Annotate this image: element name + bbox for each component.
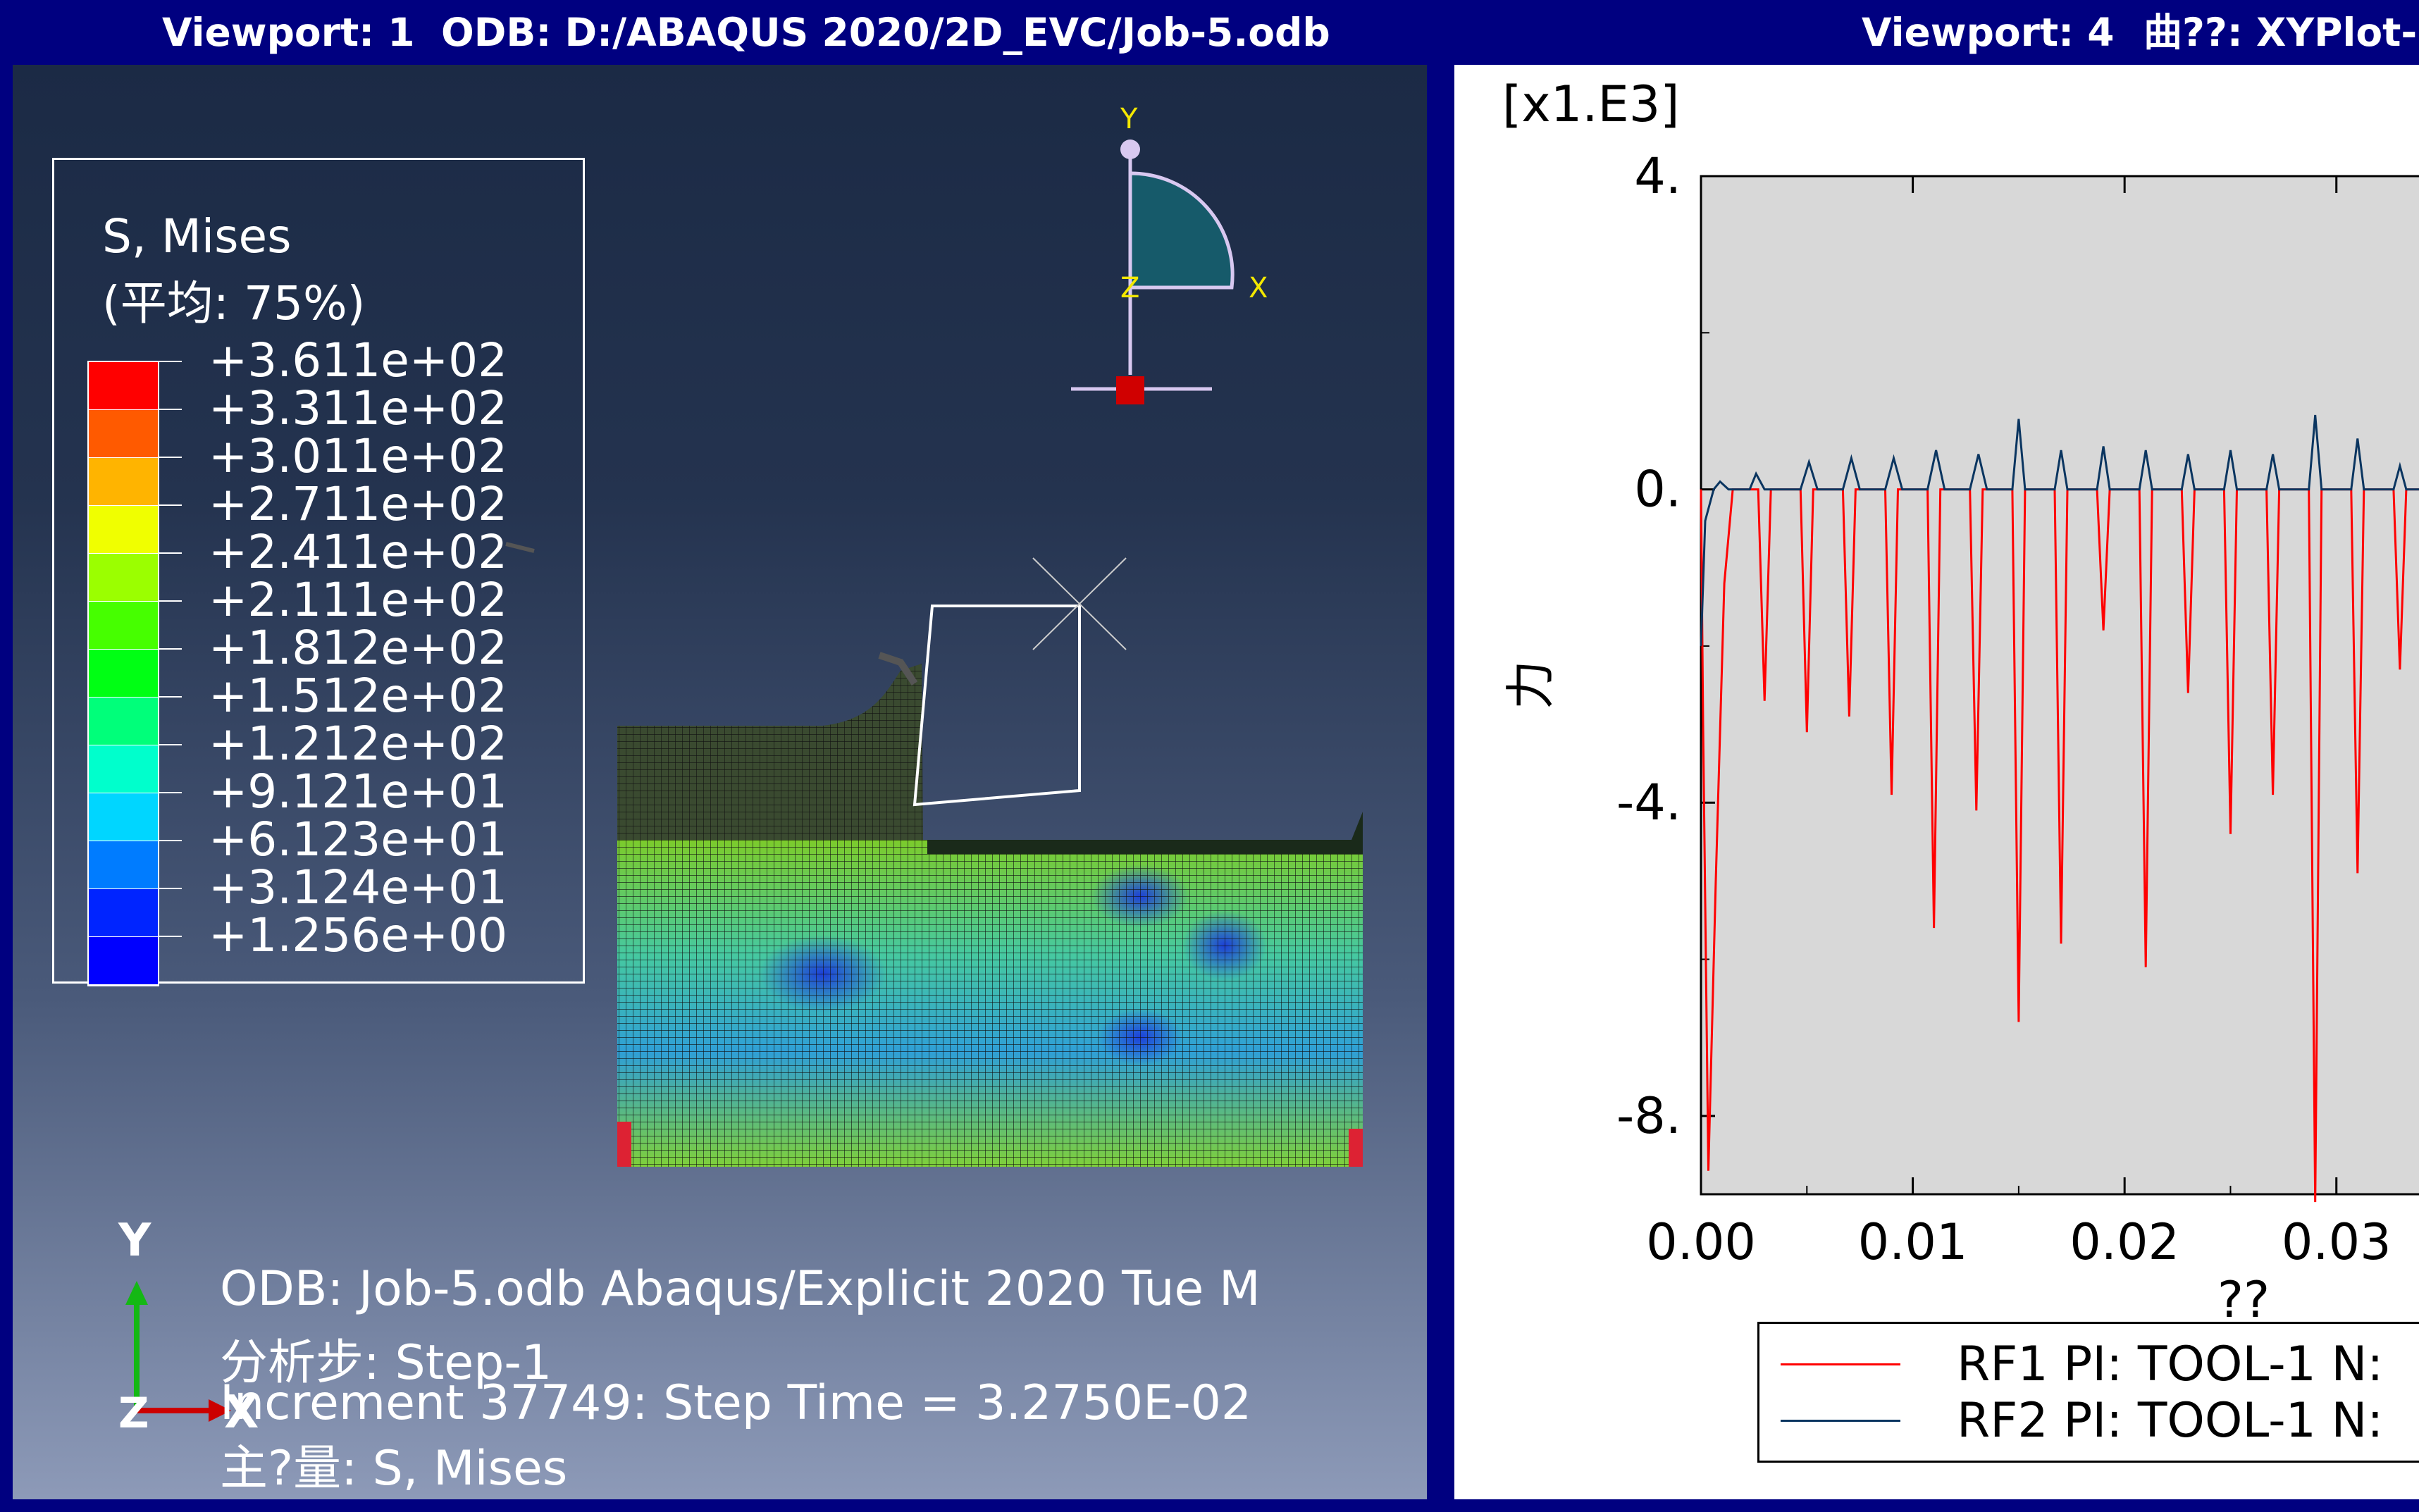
- legend-colorbar: [87, 361, 159, 986]
- legend-subtitle: (平均: 75%): [102, 276, 366, 330]
- viewport-4[interactable]: Viewport: 4 曲??: XYPlot-1 4. 0. -4. -8. 0.00…: [1446, 0, 2419, 1512]
- legend-tick: [159, 696, 182, 698]
- legend-tick: [159, 888, 182, 889]
- x-tick-label: 0.03: [2282, 1213, 2392, 1271]
- viewport-1-label: Viewport: 1: [162, 10, 415, 55]
- legend-tick: [159, 361, 182, 362]
- csys-x-label: X: [224, 1387, 259, 1439]
- legend-value: +1.812e+02: [209, 621, 508, 675]
- legend-value: +3.611e+02: [209, 333, 508, 388]
- info-step-line: 分析步: Step-1: [220, 1335, 552, 1391]
- viewport-4-plot-name: 曲??: XYPlot-1: [2143, 10, 2419, 55]
- legend-tick: [159, 792, 182, 793]
- y-tick-label: -8.: [1616, 1087, 1681, 1145]
- colorbar-swatch: [89, 889, 158, 937]
- legend-value: +2.111e+02: [209, 573, 508, 627]
- info-variable-line: 主?量: S, Mises: [220, 1441, 568, 1496]
- x-tick-label: 0.00: [1646, 1213, 1756, 1271]
- legend-value: +1.256e+00: [209, 908, 508, 962]
- colorbar-swatch: [89, 841, 158, 889]
- coordinate-triad: Y Z X: [118, 1215, 259, 1439]
- legend-tick: [159, 457, 182, 458]
- plot-legend: RF1 PI: TOOL-1 N: RF2 PI: TOOL-1 N:: [1757, 1322, 2419, 1463]
- xy-plot[interactable]: 4. 0. -4. -8. 0.00 0.01 0.02 0.03 [x1.E3] 力 ??: [1454, 65, 2419, 1499]
- legend-label-rf1: RF1 PI: TOOL-1 N:: [1957, 1337, 2384, 1392]
- colorbar-swatch: [89, 937, 158, 985]
- colorbar-swatch: [89, 458, 158, 506]
- x-tick-label: 0.01: [1858, 1213, 1968, 1271]
- legend-tick: [159, 744, 182, 745]
- cutting-tool: [912, 605, 1081, 807]
- legend-tick: [159, 600, 182, 602]
- csys-y-label: Y: [118, 1215, 151, 1267]
- legend-tick: [159, 409, 182, 410]
- viewport-4-titlebar[interactable]: Viewport: 4 曲??: XYPlot-1: [1446, 0, 2419, 65]
- triad-z-label: Z: [1120, 272, 1139, 304]
- legend-swatch-rf2: [1781, 1420, 1900, 1422]
- legend-tick: [159, 504, 182, 506]
- legend-swatch-rf1: [1781, 1363, 1900, 1365]
- triad-x-label: X: [1249, 272, 1268, 304]
- y-tick-label: -4.: [1616, 774, 1681, 831]
- viewport-4-canvas[interactable]: 4. 0. -4. -8. 0.00 0.01 0.02 0.03 [x1.E3] 力 ?? …: [1454, 65, 2419, 1499]
- fe-model-view[interactable]: [13, 65, 1427, 1499]
- colorbar-swatch: [89, 506, 158, 554]
- triad-y-label: Y: [1120, 103, 1138, 135]
- viewport-1-titlebar[interactable]: Viewport: 1 ODB: D:/ABAQUS 2020/2D_EVC/J…: [0, 0, 1440, 65]
- viewport-1-canvas[interactable]: S, Mises (平均: 75%) +3.611e+02 +3.311e+02 +…: [13, 65, 1427, 1499]
- y-tick-label: 4.: [1634, 147, 1681, 205]
- legend-value: +3.124e+01: [209, 860, 508, 915]
- colorbar-swatch: [89, 650, 158, 698]
- colorbar-swatch: [89, 793, 158, 841]
- reference-triad: Y X Z: [1071, 103, 1268, 404]
- info-increment-line: Increment 37749: Step Time = 3.2750E-02: [220, 1375, 1252, 1431]
- legend-value: +6.123e+01: [209, 812, 508, 867]
- viewport-1-odb-path: ODB: D:/ABAQUS 2020/2D_EVC/Job-5.odb: [441, 10, 1330, 55]
- legend-value: +2.411e+02: [209, 525, 508, 579]
- info-odb-line: ODB: Job-5.odb Abaqus/Explicit 2020 Tue …: [220, 1261, 1261, 1317]
- contour-legend: S, Mises (平均: 75%): [52, 158, 585, 984]
- viewport-4-label: Viewport: 4: [1862, 10, 2115, 55]
- legend-value: +1.512e+02: [209, 669, 508, 723]
- legend-value: +3.311e+02: [209, 381, 508, 435]
- x-axis-label: ??: [2217, 1271, 2270, 1329]
- legend-tick: [159, 648, 182, 650]
- colorbar-swatch: [89, 362, 158, 410]
- legend-tick: [159, 840, 182, 841]
- legend-value: +1.212e+02: [209, 717, 508, 771]
- legend-value: +2.711e+02: [209, 477, 508, 531]
- colorbar-swatch: [89, 698, 158, 745]
- y-multiplier-label: [x1.E3]: [1502, 75, 1680, 133]
- legend-value: +3.011e+02: [209, 429, 508, 483]
- legend-label-rf2: RF2 PI: TOOL-1 N:: [1957, 1393, 2384, 1449]
- x-tick-label: 0.02: [2070, 1213, 2179, 1271]
- series-line-2: [1700, 414, 2419, 646]
- colorbar-swatch: [89, 745, 158, 793]
- legend-tick: [159, 552, 182, 554]
- colorbar-swatch: [89, 410, 158, 458]
- legend-title: S, Mises: [102, 209, 292, 264]
- viewport-1[interactable]: Viewport: 1 ODB: D:/ABAQUS 2020/2D_EVC/J…: [0, 0, 1440, 1512]
- y-axis-label: 力: [1502, 660, 1559, 709]
- csys-z-label: Z: [118, 1389, 149, 1438]
- legend-tick: [159, 936, 182, 937]
- colorbar-swatch: [89, 602, 158, 650]
- colorbar-swatch: [89, 554, 158, 602]
- legend-value: +9.121e+01: [209, 764, 508, 819]
- y-tick-label: 0.: [1634, 461, 1681, 519]
- plot-area: [1700, 175, 2419, 1196]
